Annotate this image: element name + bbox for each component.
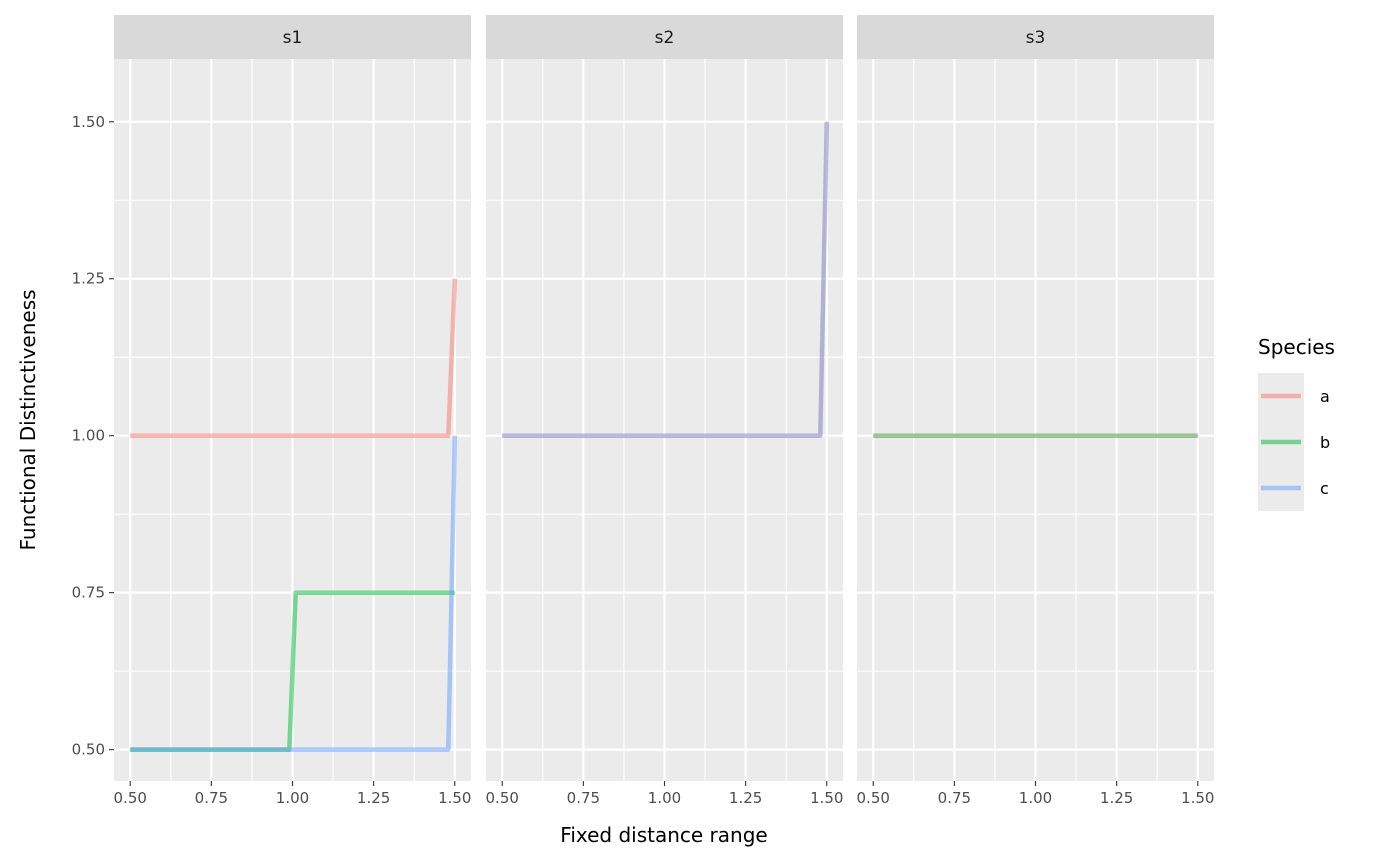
facet-strip-label: s3 xyxy=(1026,28,1046,48)
y-axis: 0.50 0.75 1.00 1.25 1.50 xyxy=(72,113,114,759)
x-tick-label: 1.25 xyxy=(357,789,390,807)
facet-strip xyxy=(114,15,471,59)
panel-s3: s3 0.50 0.75 1.00 1.25 1.50 xyxy=(857,15,1214,807)
facet-strip-label: s2 xyxy=(655,28,675,48)
series-line-c xyxy=(130,435,458,752)
y-tick-label: 1.50 xyxy=(72,113,105,131)
x-tick-label: 1.25 xyxy=(1100,789,1133,807)
x-tick-label: 1.00 xyxy=(648,789,681,807)
legend-item-c: c xyxy=(1258,465,1329,511)
x-tick-label: 1.50 xyxy=(438,789,471,807)
x-tick-label: 0.50 xyxy=(486,789,519,807)
panel-s2: s2 0.50 0.75 1.00 1.25 1.50 xyxy=(486,15,843,807)
y-tick-label: 1.00 xyxy=(72,427,105,445)
x-tick-label: 0.50 xyxy=(114,789,147,807)
x-tick-label: 1.50 xyxy=(810,789,843,807)
legend-label: b xyxy=(1320,433,1330,452)
series-line xyxy=(502,121,830,438)
legend-item-b: b xyxy=(1258,419,1330,465)
legend-item-a: a xyxy=(1258,373,1330,419)
x-axis-title: Fixed distance range xyxy=(560,823,767,847)
panel-s1: s1 0.50 0.75 1.00 1.25 1.50 xyxy=(114,15,471,807)
legend-label: c xyxy=(1320,479,1329,498)
x-tick-label: 0.75 xyxy=(195,789,228,807)
legend-label: a xyxy=(1320,387,1330,406)
panels-layer: s1 0.50 0.75 1.00 1.25 1.50 s2 0.50 0.75 1.00 1.25… xyxy=(114,15,1214,807)
legend-title: Species xyxy=(1258,335,1335,359)
facet-strip xyxy=(857,15,1214,59)
facet-strip xyxy=(486,15,843,59)
legend: Species a b c xyxy=(1258,335,1335,511)
x-tick-label: 1.50 xyxy=(1181,789,1214,807)
facet-strip-label: s1 xyxy=(283,28,303,48)
y-tick-label: 1.25 xyxy=(72,270,105,288)
x-tick-label: 1.00 xyxy=(276,789,309,807)
x-tick-label: 0.75 xyxy=(567,789,600,807)
x-tick-label: 1.00 xyxy=(1019,789,1052,807)
x-tick-label: 0.50 xyxy=(857,789,890,807)
series-line-a xyxy=(130,278,458,438)
x-tick-label: 1.25 xyxy=(729,789,762,807)
y-tick-label: 0.50 xyxy=(72,741,105,759)
y-axis-title: Functional Distinctiveness xyxy=(16,289,40,550)
y-tick-label: 0.75 xyxy=(72,584,105,602)
x-tick-label: 0.75 xyxy=(938,789,971,807)
